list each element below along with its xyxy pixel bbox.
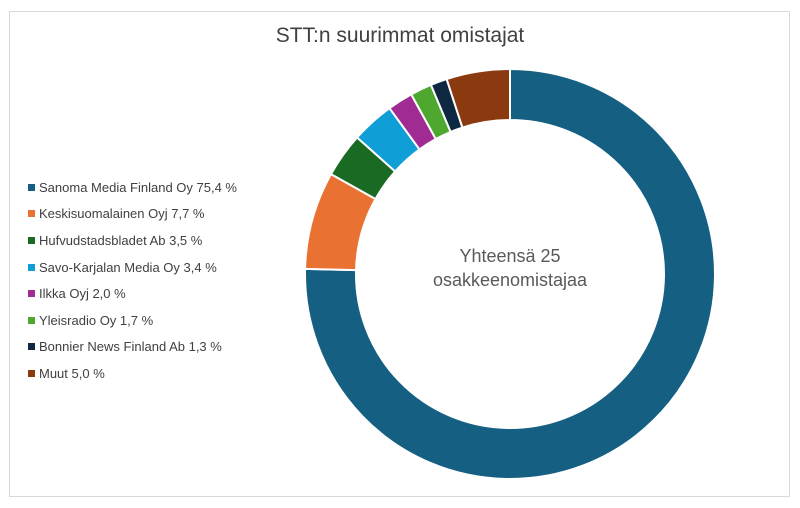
- legend-label: Ilkka Oyj 2,0 %: [39, 286, 126, 302]
- donut-slice: [304, 67, 716, 480]
- legend-item: Ilkka Oyj 2,0 %: [28, 280, 237, 307]
- legend-label: Bonnier News Finland Ab 1,3 %: [39, 339, 222, 355]
- legend-label: Muut 5,0 %: [39, 365, 105, 381]
- chart-title: STT:n suurimmat omistajat: [275, 24, 525, 47]
- legend-label: Yleisradio Oy 1,7 %: [39, 312, 154, 328]
- legend-item: Bonnier News Finland Ab 1,3 %: [28, 334, 237, 361]
- legend-swatch: [28, 236, 35, 244]
- legend-swatch: [28, 183, 35, 191]
- legend-swatch: [28, 369, 35, 377]
- legend-label: Hufvudstadsbladet Ab 3,5 %: [39, 232, 203, 248]
- donut-slice: [445, 67, 511, 129]
- legend-item: Keskisuomalainen Oyj 7,7 %: [28, 201, 237, 228]
- legend-item: Yleisradio Oy 1,7 %: [28, 307, 237, 334]
- legend-swatch: [28, 210, 35, 218]
- legend: Sanoma Media Finland Oy 75,4 % Keskisuoma…: [28, 174, 237, 387]
- legend-swatch: [28, 343, 35, 351]
- center-label-line-2: osakkeenomistajaa: [432, 270, 588, 290]
- legend-swatch: [28, 263, 35, 271]
- center-label: Yhteensä 25 osakkeenomistajaa: [410, 244, 610, 292]
- legend-label: Sanoma Media Finland Oy 75,4 %: [39, 179, 237, 195]
- legend-item: Hufvudstadsbladet Ab 3,5 %: [28, 227, 237, 254]
- legend-item: Sanoma Media Finland Oy 75,4 %: [28, 174, 237, 201]
- legend-swatch: [28, 290, 35, 298]
- legend-label: Savo-Karjalan Media Oy 3,4 %: [39, 259, 217, 275]
- legend-label: Keskisuomalainen Oyj 7,7 %: [39, 206, 205, 222]
- legend-item: Muut 5,0 %: [28, 360, 237, 387]
- legend-item: Savo-Karjalan Media Oy 3,4 %: [28, 254, 237, 281]
- legend-swatch: [28, 316, 35, 324]
- center-label-line-1: Yhteensä 25: [459, 246, 561, 266]
